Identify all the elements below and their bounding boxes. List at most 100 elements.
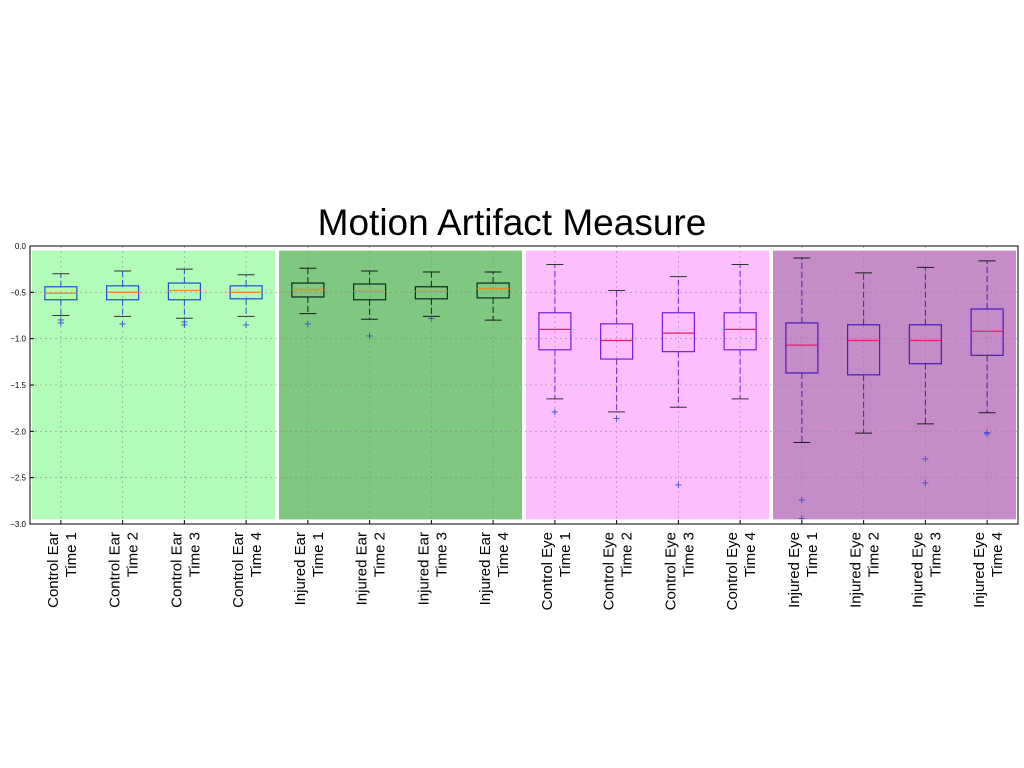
box-iqr (661, 312, 695, 353)
box-5: + (291, 267, 325, 330)
flier-point: + (798, 513, 806, 524)
x-tick-label: Control Ear Time 1 (45, 532, 80, 608)
box-9: + (538, 264, 572, 418)
x-tick-label-line1: Injured Eye (971, 532, 988, 608)
flier-point: + (180, 317, 188, 328)
flier-point: + (983, 427, 991, 438)
flier-point: + (57, 315, 65, 326)
y-tick-label: −2.5 (10, 474, 26, 483)
flier-point: + (921, 478, 929, 489)
x-tick-label-line2: Time 1 (557, 532, 574, 577)
x-tick-label-line1: Control Eye (601, 532, 618, 610)
x-tick-label-line2: Time 4 (742, 532, 759, 577)
y-axis: 0.0 −0.5 −1.0 −1.5 −2.0 −2.5 −3.0 (10, 242, 34, 529)
group-bands (32, 250, 1016, 520)
x-tick-label: Control Ear Time 4 (230, 532, 265, 608)
x-tick-label-line2: Time 3 (433, 532, 450, 577)
box-iqr (908, 324, 942, 365)
box-iqr (970, 308, 1004, 356)
x-tick-label-line1: Injured Eye (909, 532, 926, 608)
group-band-control-ear (32, 250, 275, 520)
flier-point: + (921, 454, 929, 465)
box-4: + (229, 274, 263, 331)
x-tick-label-line2: Time 3 (186, 532, 203, 577)
box-12 (723, 264, 757, 400)
x-tick-label-line1: Injured Ear (292, 532, 309, 605)
box-6: + (353, 270, 387, 342)
x-tick-label: Injured Eye Time 4 (971, 532, 1006, 608)
x-tick-label: Injured Eye Time 1 (786, 532, 821, 608)
x-tick-label-line2: Time 3 (680, 532, 697, 577)
flier-point: + (427, 313, 435, 324)
box-iqr (414, 286, 448, 300)
flier-point: + (118, 319, 126, 330)
x-tick-label-line1: Control Ear (107, 532, 124, 608)
x-tick-label-line2: Time 3 (927, 532, 944, 577)
x-tick-label-line1: Injured Eye (848, 532, 865, 608)
box-iqr (600, 323, 634, 360)
box-iqr (785, 322, 819, 374)
x-tick-label: Injured Ear Time 4 (477, 532, 512, 605)
x-tick-label: Control Eye Time 1 (539, 532, 574, 610)
y-tick-label: −0.5 (10, 288, 26, 297)
box-2: + (106, 270, 140, 330)
x-tick-label-line2: Time 4 (495, 532, 512, 577)
box-iqr (538, 312, 572, 351)
x-tick-label-line1: Injured Ear (415, 532, 432, 605)
box-16: ++ (970, 260, 1004, 440)
x-tick-label: Injured Ear Time 2 (354, 532, 389, 605)
flier-point: + (983, 429, 991, 440)
box-3: ++ (167, 268, 201, 331)
x-tick-label: Injured Eye Time 2 (848, 532, 883, 608)
x-tick-label-line2: Time 1 (804, 532, 821, 577)
x-tick-label-line1: Control Eye (724, 532, 741, 610)
flier-point: + (304, 319, 312, 330)
flier-point: + (551, 407, 559, 418)
flier-point: + (674, 480, 682, 491)
flier-point: + (242, 320, 250, 331)
box-iqr (476, 282, 510, 299)
x-tick-label-line1: Control Eye (662, 532, 679, 610)
box-10: + (600, 289, 634, 424)
y-tick-label: −1.0 (10, 335, 26, 344)
x-tick-label: Injured Ear Time 1 (292, 532, 327, 605)
box-8 (476, 271, 510, 321)
y-tick-label: 0.0 (15, 242, 27, 251)
box-iqr (847, 324, 881, 376)
flier-point: + (57, 318, 65, 329)
x-tick-label-line1: Control Ear (45, 532, 62, 608)
x-tick-label: Control Ear Time 3 (168, 532, 203, 608)
box-15: ++ (908, 266, 942, 489)
flier-point: + (798, 495, 806, 506)
x-tick-label-line1: Injured Ear (477, 532, 494, 605)
x-tick-label: Control Eye Time 2 (601, 532, 636, 610)
x-tick-label: Injured Eye Time 3 (909, 532, 944, 608)
x-tick-label-line2: Time 1 (310, 532, 327, 577)
box-11: + (661, 276, 695, 491)
x-tick-label-line1: Injured Eye (786, 532, 803, 608)
box-13: ++ (785, 257, 819, 524)
y-tick-label: −3.0 (10, 520, 26, 529)
x-tick-label-line2: Time 4 (248, 532, 265, 577)
flier-point: + (365, 331, 373, 342)
x-tick-label-line2: Time 1 (63, 532, 80, 577)
group-band-control-eye (526, 250, 769, 520)
y-tick-label: −1.5 (10, 381, 26, 390)
box-7: + (414, 271, 448, 324)
x-tick-label-line2: Time 4 (989, 532, 1006, 577)
x-tick-label: Control Eye Time 4 (724, 532, 759, 610)
x-tick-label-line2: Time 2 (372, 532, 389, 577)
x-tick-label: Control Eye Time 3 (662, 532, 697, 610)
x-axis: Control Ear Time 1 Control Ear Time 2 Contro… (45, 520, 1006, 610)
x-tick-label-line2: Time 2 (125, 532, 142, 577)
x-tick-label-line1: Control Ear (168, 532, 185, 608)
x-tick-label: Injured Ear Time 3 (415, 532, 450, 605)
box-1: ++ (44, 273, 78, 329)
flier-point: + (612, 413, 620, 424)
x-tick-label-line2: Time 2 (619, 532, 636, 577)
boxes: ++ + ++ + ++++++++++++ (44, 257, 1004, 524)
box-iqr (723, 312, 757, 351)
y-tick-label: −2.0 (10, 427, 26, 436)
group-band-injured-eye (773, 250, 1016, 520)
